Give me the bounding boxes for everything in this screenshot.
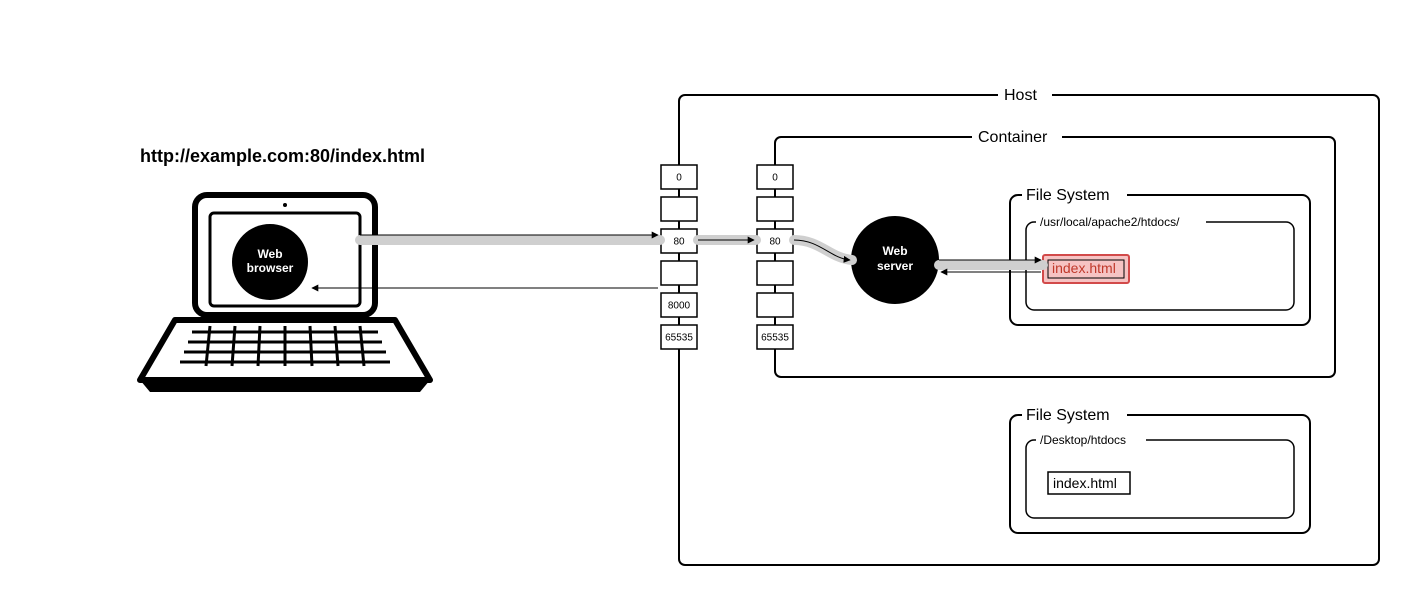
container-fs-path: /usr/local/apache2/htdocs/	[1040, 215, 1180, 229]
port-box	[757, 293, 793, 317]
web-browser-label-1: Web	[257, 247, 282, 261]
web-browser-label-2: browser	[247, 261, 294, 275]
container-title: Container	[978, 129, 1048, 146]
port-label: 65535	[761, 333, 789, 344]
container-filesystem-box: File System /usr/local/apache2/htdocs/ i…	[1010, 186, 1310, 325]
host-filesystem-box: File System /Desktop/htdocs index.html	[1010, 406, 1310, 533]
port-box	[661, 197, 697, 221]
port-label: 65535	[665, 333, 693, 344]
container-fs-title: File System	[1026, 187, 1110, 204]
host-index-file: index.html	[1053, 475, 1117, 491]
url-label: http://example.com:80/index.html	[140, 146, 425, 166]
port-label: 8000	[668, 301, 691, 312]
port-box	[661, 261, 697, 285]
host-title: Host	[1004, 87, 1037, 104]
port-box	[757, 197, 793, 221]
host-fs-title: File System	[1026, 407, 1110, 424]
container-index-file: index.html	[1052, 260, 1116, 276]
web-server-label-2: server	[877, 259, 913, 273]
port-box	[757, 261, 793, 285]
flow-highlight	[360, 240, 1043, 265]
port-label: 0	[676, 173, 682, 184]
port-label: 80	[673, 237, 685, 248]
laptop-icon: Web browser	[140, 195, 430, 392]
web-server-label-1: Web	[882, 244, 907, 258]
network-diagram: http://example.com:80/index.html Web bro…	[0, 0, 1418, 596]
host-fs-path: /Desktop/htdocs	[1040, 433, 1126, 447]
port-label: 80	[769, 237, 781, 248]
port-label: 0	[772, 173, 778, 184]
